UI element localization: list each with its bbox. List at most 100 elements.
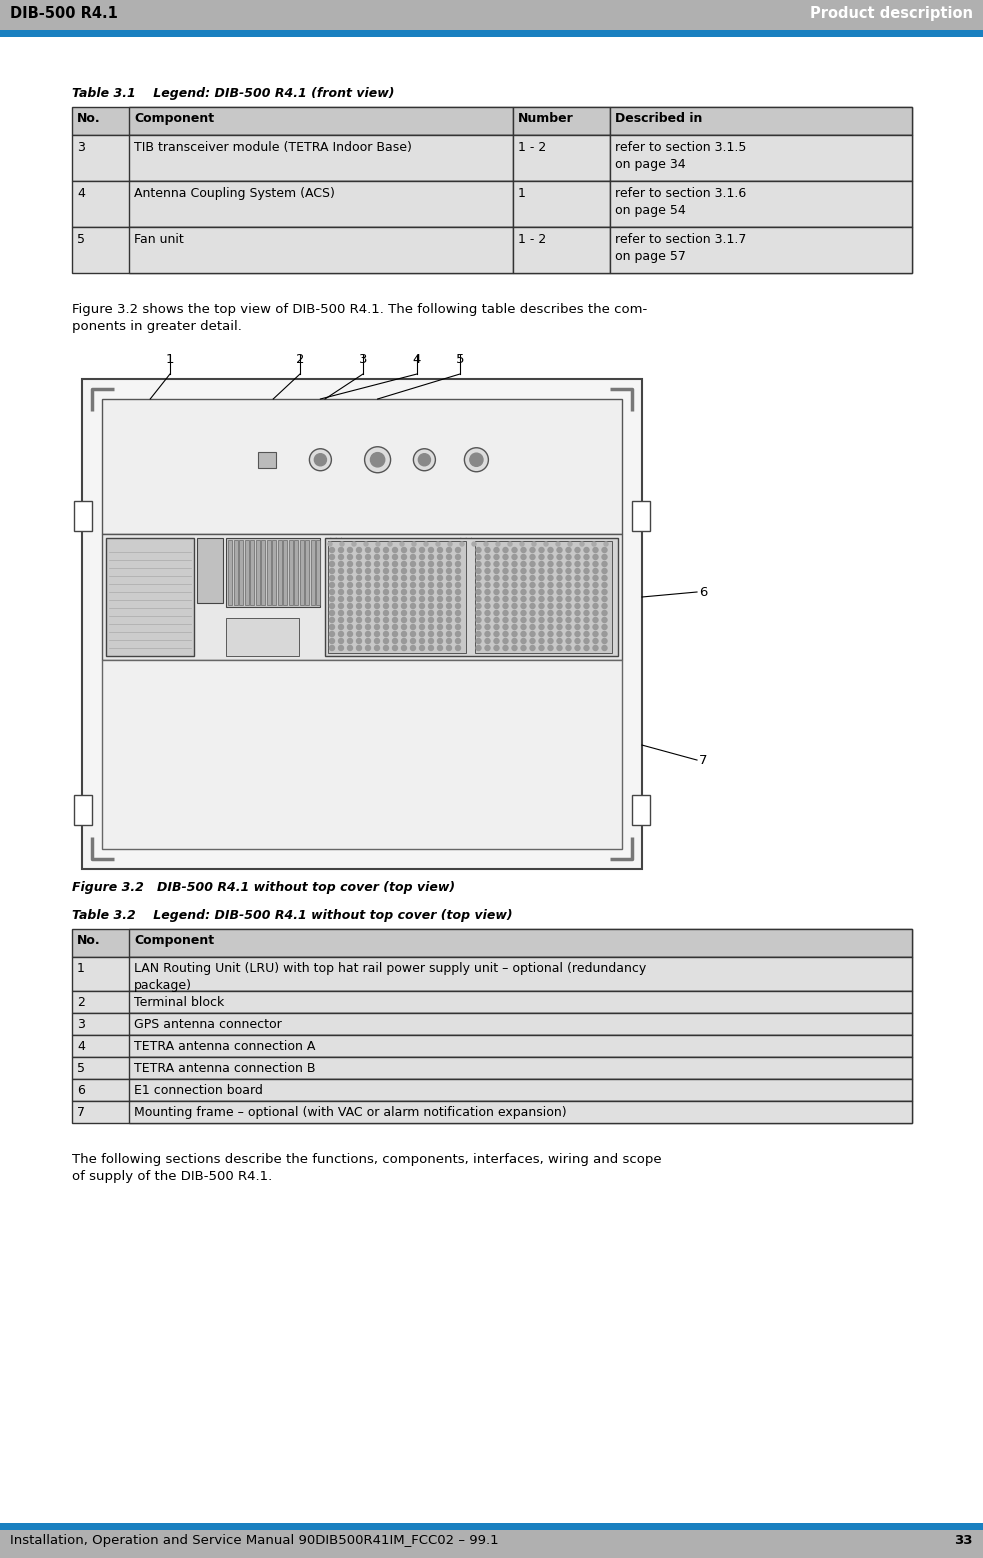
Circle shape (383, 617, 388, 623)
Circle shape (446, 597, 451, 601)
Circle shape (383, 589, 388, 595)
Circle shape (357, 569, 362, 573)
Circle shape (448, 542, 452, 545)
Circle shape (460, 542, 464, 545)
Circle shape (530, 603, 535, 609)
Circle shape (512, 589, 517, 595)
Circle shape (392, 625, 397, 629)
Circle shape (420, 617, 425, 623)
Circle shape (375, 561, 379, 567)
Circle shape (455, 603, 460, 609)
Circle shape (557, 583, 562, 587)
Text: 1: 1 (166, 354, 174, 366)
Circle shape (357, 547, 362, 553)
Circle shape (476, 631, 481, 637)
Text: The following sections describe the functions, components, interfaces, wiring an: The following sections describe the func… (72, 1153, 662, 1183)
Circle shape (584, 547, 589, 553)
Circle shape (584, 555, 589, 559)
Circle shape (476, 569, 481, 573)
Circle shape (338, 611, 343, 615)
Circle shape (593, 569, 598, 573)
Text: Antenna Coupling System (ACS): Antenna Coupling System (ACS) (134, 187, 335, 199)
Circle shape (338, 603, 343, 609)
Circle shape (485, 639, 490, 643)
Circle shape (437, 625, 442, 629)
Circle shape (485, 583, 490, 587)
Circle shape (602, 583, 607, 587)
Circle shape (503, 611, 508, 615)
Circle shape (392, 645, 397, 651)
Text: ·  ·  ·: · · · (460, 534, 472, 541)
Circle shape (352, 542, 356, 545)
Circle shape (593, 583, 598, 587)
Circle shape (584, 645, 589, 651)
Circle shape (357, 555, 362, 559)
Circle shape (366, 603, 371, 609)
Circle shape (383, 575, 388, 581)
Circle shape (575, 611, 580, 615)
Circle shape (371, 453, 384, 467)
Circle shape (593, 589, 598, 595)
Circle shape (485, 625, 490, 629)
Circle shape (357, 561, 362, 567)
Circle shape (512, 569, 517, 573)
Circle shape (548, 561, 553, 567)
Bar (129, 181, 513, 227)
Bar (475, 541, 612, 653)
Circle shape (366, 589, 371, 595)
Circle shape (476, 597, 481, 601)
Circle shape (401, 589, 407, 595)
Circle shape (593, 597, 598, 601)
Circle shape (338, 547, 343, 553)
Circle shape (512, 583, 517, 587)
Bar (513, 181, 609, 227)
Text: 4: 4 (77, 187, 85, 199)
Circle shape (530, 547, 535, 553)
Circle shape (401, 603, 407, 609)
Circle shape (437, 575, 442, 581)
Circle shape (539, 639, 544, 643)
Circle shape (530, 561, 535, 567)
Bar (74, 795, 92, 826)
Circle shape (485, 555, 490, 559)
Circle shape (437, 555, 442, 559)
Text: 7: 7 (699, 754, 708, 767)
Circle shape (357, 617, 362, 623)
Circle shape (503, 569, 508, 573)
Circle shape (446, 617, 451, 623)
Circle shape (476, 645, 481, 651)
Bar (294, 541, 299, 606)
Text: Component: Component (134, 933, 214, 947)
Text: LAN Routing Unit (LRU) with top hat rail power supply unit – optional (redundanc: LAN Routing Unit (LRU) with top hat rail… (134, 961, 647, 992)
Circle shape (420, 575, 425, 581)
Circle shape (593, 611, 598, 615)
Circle shape (530, 639, 535, 643)
Text: refer to section 3.1.5
on page 34: refer to section 3.1.5 on page 34 (614, 142, 746, 171)
Bar (328, 541, 466, 653)
Circle shape (392, 617, 397, 623)
Circle shape (503, 617, 508, 623)
Circle shape (476, 625, 481, 629)
Circle shape (375, 631, 379, 637)
Circle shape (429, 569, 434, 573)
Circle shape (575, 547, 580, 553)
Circle shape (521, 589, 526, 595)
Circle shape (455, 639, 460, 643)
Circle shape (446, 589, 451, 595)
Circle shape (348, 555, 353, 559)
Circle shape (512, 603, 517, 609)
Text: 3: 3 (359, 354, 368, 366)
Circle shape (348, 569, 353, 573)
Circle shape (602, 645, 607, 651)
Circle shape (437, 611, 442, 615)
Circle shape (348, 617, 353, 623)
Bar (129, 227, 513, 273)
Circle shape (521, 547, 526, 553)
Text: 33: 33 (954, 1535, 973, 1547)
Bar (609, 181, 912, 227)
Bar (129, 957, 912, 991)
Circle shape (338, 561, 343, 567)
Circle shape (446, 611, 451, 615)
Circle shape (584, 617, 589, 623)
Bar (72, 1013, 912, 1035)
